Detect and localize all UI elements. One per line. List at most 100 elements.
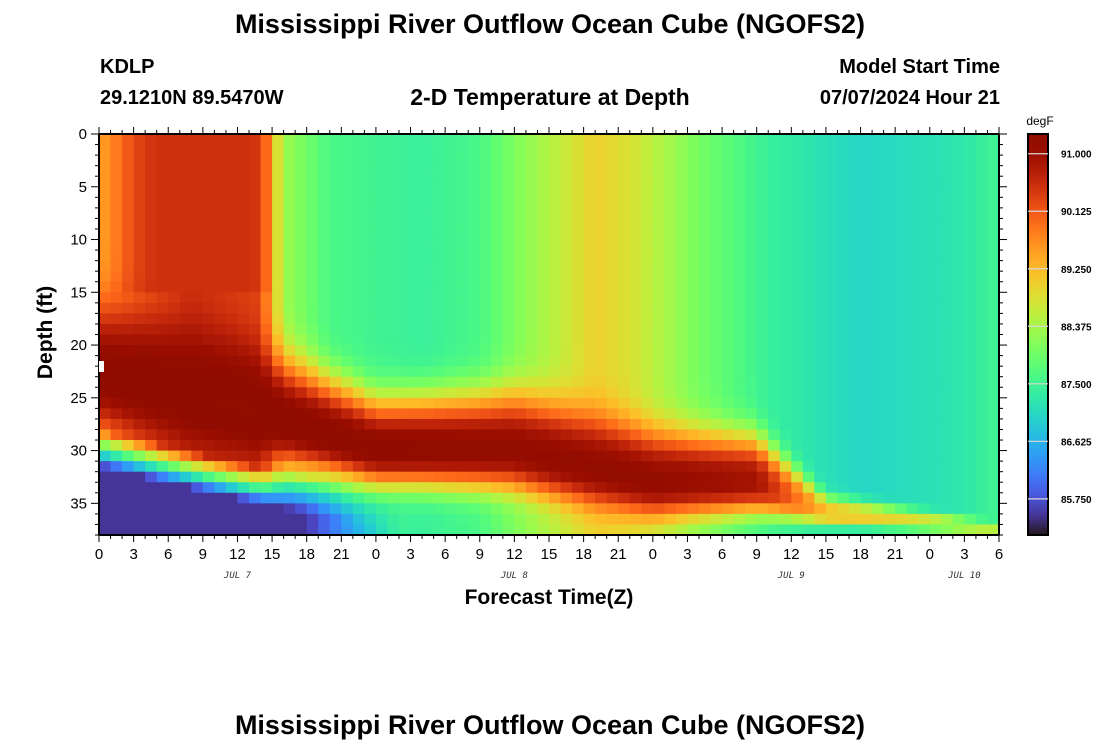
heatmap-cell	[237, 323, 250, 336]
heatmap-cell	[422, 429, 435, 441]
heatmap-cell	[929, 313, 942, 325]
heatmap-cell	[883, 239, 896, 251]
x-tick-label: 21	[887, 546, 904, 563]
heatmap-cell	[756, 397, 769, 409]
heatmap-cell	[710, 387, 723, 399]
heatmap-cell	[364, 197, 377, 209]
heatmap-cell	[122, 461, 135, 473]
heatmap-cell	[722, 418, 735, 431]
heatmap-cell	[549, 144, 562, 156]
heatmap-cell	[214, 397, 227, 409]
heatmap-cell	[606, 250, 619, 262]
heatmap-cell	[410, 134, 423, 146]
heatmap-cell	[272, 397, 285, 409]
heatmap-cell	[883, 418, 896, 431]
heatmap-cell	[583, 250, 596, 262]
heatmap-cell	[306, 387, 319, 399]
heatmap-cell	[468, 408, 481, 420]
heatmap-cell	[849, 334, 862, 346]
heatmap-cell	[99, 197, 112, 209]
heatmap-cell	[918, 292, 931, 304]
heatmap-cell	[952, 418, 965, 431]
heatmap-cell	[156, 165, 169, 177]
heatmap-cell	[872, 218, 885, 230]
heatmap-cell	[341, 524, 354, 536]
heatmap-cell	[756, 207, 769, 220]
heatmap-cell	[964, 471, 977, 483]
heatmap-cell	[214, 218, 227, 230]
heatmap-cell	[618, 429, 631, 441]
heatmap-cell	[122, 302, 135, 314]
heatmap-cell	[537, 524, 550, 536]
heatmap-cell	[422, 408, 435, 420]
heatmap-cell	[733, 155, 746, 167]
heatmap-cell	[375, 429, 389, 441]
heatmap-cell	[352, 461, 365, 473]
heatmap-cell	[791, 397, 804, 409]
heatmap-cell	[814, 207, 827, 220]
heatmap-cell	[849, 302, 862, 314]
heatmap-cell	[560, 408, 573, 420]
heatmap-cell	[756, 345, 769, 357]
heatmap-cell	[272, 218, 285, 230]
heatmap-cell	[156, 260, 169, 272]
heatmap-cell	[825, 334, 839, 346]
heatmap-cell	[329, 376, 342, 388]
heatmap-cell	[156, 450, 169, 462]
heatmap-cell	[283, 429, 296, 441]
heatmap-cell	[906, 271, 919, 283]
heatmap-cell	[502, 302, 515, 314]
heatmap-cell	[941, 397, 954, 409]
heatmap-cell	[295, 250, 308, 262]
heatmap-cell	[156, 218, 169, 230]
heatmap-cell	[225, 408, 239, 420]
heatmap-cell	[560, 429, 573, 441]
heatmap-cell	[202, 207, 215, 220]
heatmap-cell	[456, 471, 469, 483]
heatmap-cell	[445, 176, 458, 188]
heatmap-cell	[595, 260, 608, 272]
heatmap-cell	[583, 313, 596, 325]
heatmap-cell	[883, 482, 896, 494]
heatmap-cell	[525, 292, 539, 304]
heatmap-cell	[445, 218, 458, 230]
heatmap-cell	[387, 345, 400, 357]
heatmap-cell	[572, 271, 585, 283]
heatmap-cell	[802, 176, 815, 188]
heatmap-cell	[422, 345, 435, 357]
heatmap-cell	[122, 387, 135, 399]
heatmap-cell	[560, 366, 573, 378]
heatmap-cell	[572, 429, 585, 441]
heatmap-cell	[860, 228, 873, 241]
heatmap-cell	[525, 228, 539, 241]
heatmap-cell	[860, 218, 873, 230]
heatmap-cell	[422, 418, 435, 431]
heatmap-cell	[733, 302, 746, 314]
heatmap-cell	[445, 450, 458, 462]
heatmap-cell	[929, 228, 942, 241]
heatmap-cell	[364, 513, 377, 526]
heatmap-cell	[699, 292, 712, 304]
heatmap-cell	[964, 366, 977, 378]
heatmap-cell	[572, 176, 585, 188]
heatmap-cell	[941, 228, 954, 241]
heatmap-cell	[537, 397, 550, 409]
heatmap-cell	[514, 492, 527, 504]
heatmap-cell	[618, 471, 631, 483]
heatmap-cell	[733, 239, 746, 251]
heatmap-cell	[837, 503, 850, 515]
colorbar-ticks: 91.00090.12589.25088.37587.50086.62585.7…	[1028, 150, 1092, 506]
heatmap-cell	[733, 345, 746, 357]
heatmap-cell	[710, 250, 723, 262]
heatmap-cell	[629, 482, 642, 494]
heatmap-cell	[295, 334, 308, 346]
heatmap-cell	[618, 355, 631, 367]
heatmap-cell	[341, 387, 354, 399]
heatmap-cell	[479, 186, 492, 198]
heatmap-cell	[191, 366, 204, 378]
heatmap-cell	[952, 218, 965, 230]
heatmap-cell	[387, 207, 400, 220]
heatmap-cell	[710, 450, 723, 462]
heatmap-cell	[699, 134, 712, 146]
heatmap-cell	[110, 239, 123, 251]
